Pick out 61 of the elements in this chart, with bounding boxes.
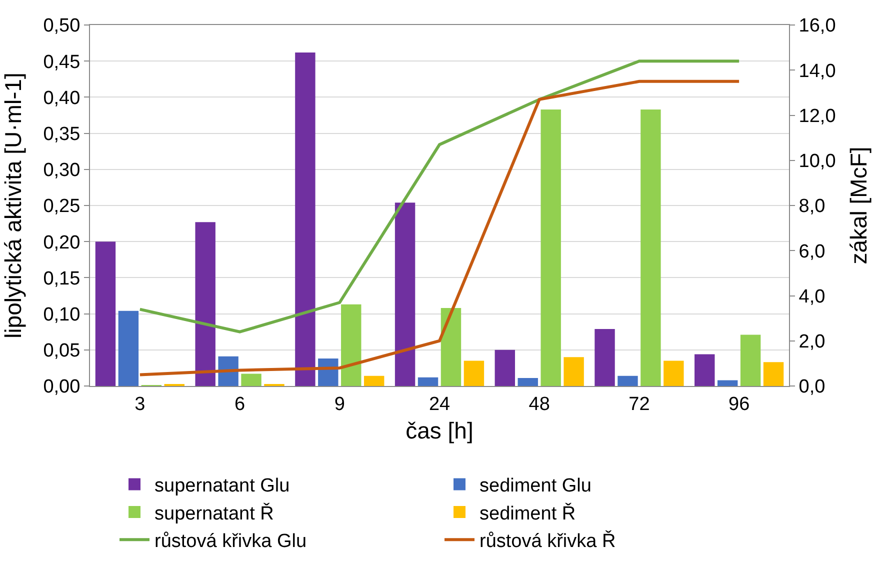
bar (118, 310, 139, 386)
bar (694, 354, 715, 386)
bar (618, 376, 638, 386)
y-tick-label: 0,20 (43, 232, 80, 254)
line-series (138, 80, 741, 376)
y-tick-label: 0,35 (43, 124, 80, 145)
y-tick-label: 0,30 (43, 160, 80, 182)
y-tick-label: 0,00 (43, 376, 80, 398)
bar (494, 350, 516, 386)
x-tick-label: 9 (334, 394, 345, 415)
y-tick-label: 0,40 (43, 88, 80, 109)
y2-tick-label: 2,0 (798, 332, 826, 353)
x-tick-label: 48 (528, 394, 550, 415)
legend-label: sediment Ř (480, 502, 576, 524)
bar (540, 109, 561, 386)
x-tick-label: 24 (428, 394, 450, 415)
bar (394, 202, 416, 386)
y2-tick-label: 10,0 (798, 151, 836, 172)
legend-label: supernatant Glu (154, 476, 290, 497)
bar (464, 360, 484, 386)
y2-axis-title: zákal [McF] (845, 146, 872, 264)
y2-tick-label: 6,0 (798, 241, 826, 262)
y-tick-label: 0,45 (43, 52, 80, 73)
y-axis-title: lipolytická aktivita [U·ml-1] (0, 72, 26, 338)
bar (418, 377, 438, 386)
bar (594, 328, 615, 386)
bar (717, 380, 738, 386)
y-tick-label: 0,05 (43, 340, 80, 362)
y2-tick-label: 14,0 (798, 60, 836, 82)
bar (295, 52, 316, 386)
bar (564, 357, 584, 386)
y2-tick-label: 4,0 (798, 286, 826, 308)
y-tick-label: 0,15 (43, 268, 80, 290)
y2-tick-label: 0,0 (798, 376, 826, 398)
bar (341, 304, 362, 386)
x-tick-label: 3 (134, 394, 146, 415)
y2-tick-label: 16,0 (798, 16, 836, 37)
x-tick-label: 96 (728, 394, 750, 415)
bar (664, 360, 684, 386)
x-tick-label: 72 (628, 394, 650, 415)
bar (640, 109, 661, 386)
bar (518, 378, 538, 386)
y-tick-label: 0,50 (43, 16, 80, 37)
legend-label: supernatant Ř (154, 502, 274, 524)
y2-tick-label: 8,0 (798, 196, 826, 218)
y-tick-label: 0,25 (43, 196, 80, 218)
legend-label: růstová křivka Glu (154, 531, 307, 552)
y2-tick-label: 12,0 (798, 106, 836, 127)
x-tick-label: 6 (234, 394, 246, 415)
bar (440, 308, 462, 386)
bar (740, 334, 761, 386)
bar (95, 242, 116, 386)
line-series (138, 60, 741, 334)
y-tick-label: 0,10 (43, 304, 80, 326)
legend-label: růstová křivka Ř (480, 530, 616, 552)
legend-label: sediment Glu (480, 476, 592, 497)
bar (241, 374, 262, 386)
bar (763, 362, 784, 386)
bar (364, 376, 384, 386)
x-axis-title: čas [h] (406, 417, 474, 444)
bar (195, 222, 216, 386)
